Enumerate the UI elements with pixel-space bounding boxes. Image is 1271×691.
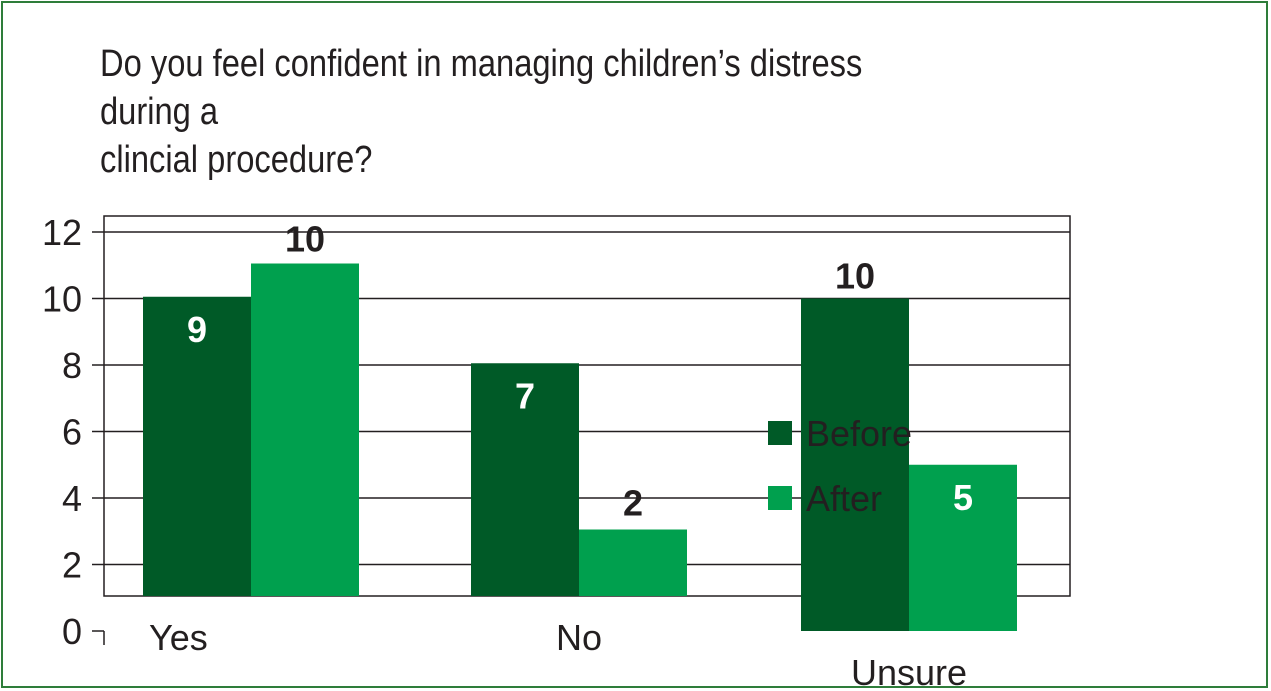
legend-swatch-before [768,421,792,445]
chart-title-line-1: Do you feel confident in managing childr… [100,43,863,133]
legend-swatch-after [768,486,792,510]
chart-title-line-2: clincial procedure? [100,139,373,181]
bar-before-yes [143,296,251,596]
chart-title: Do you feel confident in managing childr… [100,40,943,184]
data-label: 10 [835,256,875,297]
y-tick-label: 4 [62,478,82,519]
bar-after-unsure [909,464,1017,631]
data-label: 10 [285,219,325,260]
y-tick-label: 0 [62,611,82,652]
data-label: 9 [187,309,207,350]
bar-after-yes [251,263,359,596]
y-tick-label: 6 [62,412,82,453]
x-tick-label: Yes [149,617,208,658]
x-tick-label: No [556,617,602,658]
x-tick-label: Unsure [851,652,967,691]
bar-before-unsure [801,298,909,631]
y-tick-label: 12 [42,212,82,253]
legend-label: After [806,478,882,519]
y-tick-label: 2 [62,545,82,586]
y-tick-label: 8 [62,345,82,386]
data-label: 7 [515,375,535,416]
data-label: 5 [953,477,973,518]
bar-after-no [579,529,687,596]
y-tick-label: 10 [42,279,82,320]
bar-before-no [471,363,579,596]
data-label: 2 [623,483,643,524]
legend-label: Before [806,413,912,454]
